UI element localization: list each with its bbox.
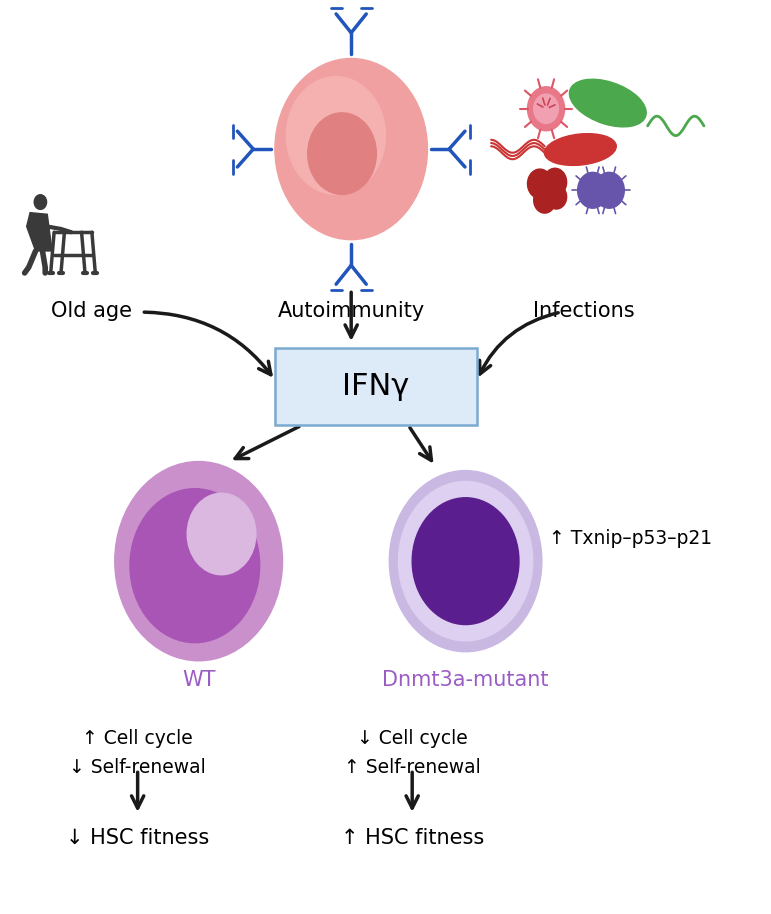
Circle shape <box>115 462 282 661</box>
Circle shape <box>286 77 386 195</box>
Text: ↑ Cell cycle
↓ Self-renewal: ↑ Cell cycle ↓ Self-renewal <box>69 728 206 777</box>
Text: Autoimmunity: Autoimmunity <box>278 302 425 321</box>
Text: ↑ Txnip–p53–p21: ↑ Txnip–p53–p21 <box>550 529 712 548</box>
Circle shape <box>308 112 376 195</box>
Circle shape <box>546 185 567 209</box>
Circle shape <box>534 94 558 123</box>
Circle shape <box>389 471 542 652</box>
Circle shape <box>399 482 533 641</box>
Text: ↓ HSC fitness: ↓ HSC fitness <box>66 828 209 848</box>
FancyBboxPatch shape <box>275 348 477 425</box>
Text: Old age: Old age <box>52 302 133 321</box>
Text: IFNγ: IFNγ <box>342 372 409 401</box>
Circle shape <box>594 173 625 208</box>
Text: Dnmt3a-mutant: Dnmt3a-mutant <box>382 670 549 690</box>
Circle shape <box>534 187 556 213</box>
Text: WT: WT <box>182 670 215 690</box>
Circle shape <box>539 180 557 201</box>
Circle shape <box>187 494 256 575</box>
Circle shape <box>275 58 427 239</box>
Text: ↑ HSC fitness: ↑ HSC fitness <box>341 828 484 848</box>
Circle shape <box>527 169 552 198</box>
Circle shape <box>577 173 608 208</box>
Ellipse shape <box>544 133 616 165</box>
Circle shape <box>412 498 519 624</box>
Ellipse shape <box>570 80 646 127</box>
Polygon shape <box>27 213 52 251</box>
Text: Infections: Infections <box>533 302 635 321</box>
Circle shape <box>34 195 46 209</box>
Circle shape <box>544 168 567 196</box>
Circle shape <box>130 489 260 643</box>
Circle shape <box>527 87 564 131</box>
Text: ↓ Cell cycle
↑ Self-renewal: ↓ Cell cycle ↑ Self-renewal <box>344 728 480 777</box>
